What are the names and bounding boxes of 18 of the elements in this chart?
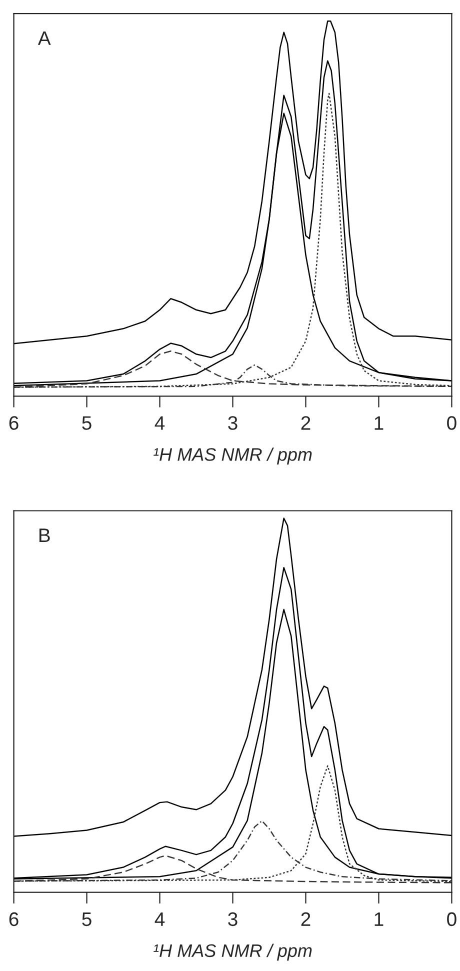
x-tick-label: 2	[301, 416, 310, 430]
x-axis-title: ¹H MAS NMR / ppm	[154, 944, 312, 961]
x-tick-label: 3	[228, 912, 238, 926]
x-tick-label: 1	[374, 416, 384, 430]
x-tick-label: 2	[301, 912, 310, 926]
x-tick-label: 5	[82, 912, 92, 926]
x-tick-label: 0	[447, 912, 456, 926]
x-tick-label: 5	[82, 416, 92, 430]
x-tick-label: 4	[154, 912, 165, 926]
x-tick-label: 3	[228, 416, 238, 430]
annotation: A	[38, 32, 51, 45]
x-tick-label: 0	[447, 416, 456, 430]
x-tick-label: 6	[9, 416, 18, 430]
x-tick-label: 6	[9, 912, 18, 926]
annotation: B	[39, 528, 50, 542]
x-tick-label: 4	[154, 416, 165, 430]
x-axis-title: ¹H MAS NMR / ppm	[154, 448, 312, 464]
x-tick-label: 1	[374, 912, 384, 926]
